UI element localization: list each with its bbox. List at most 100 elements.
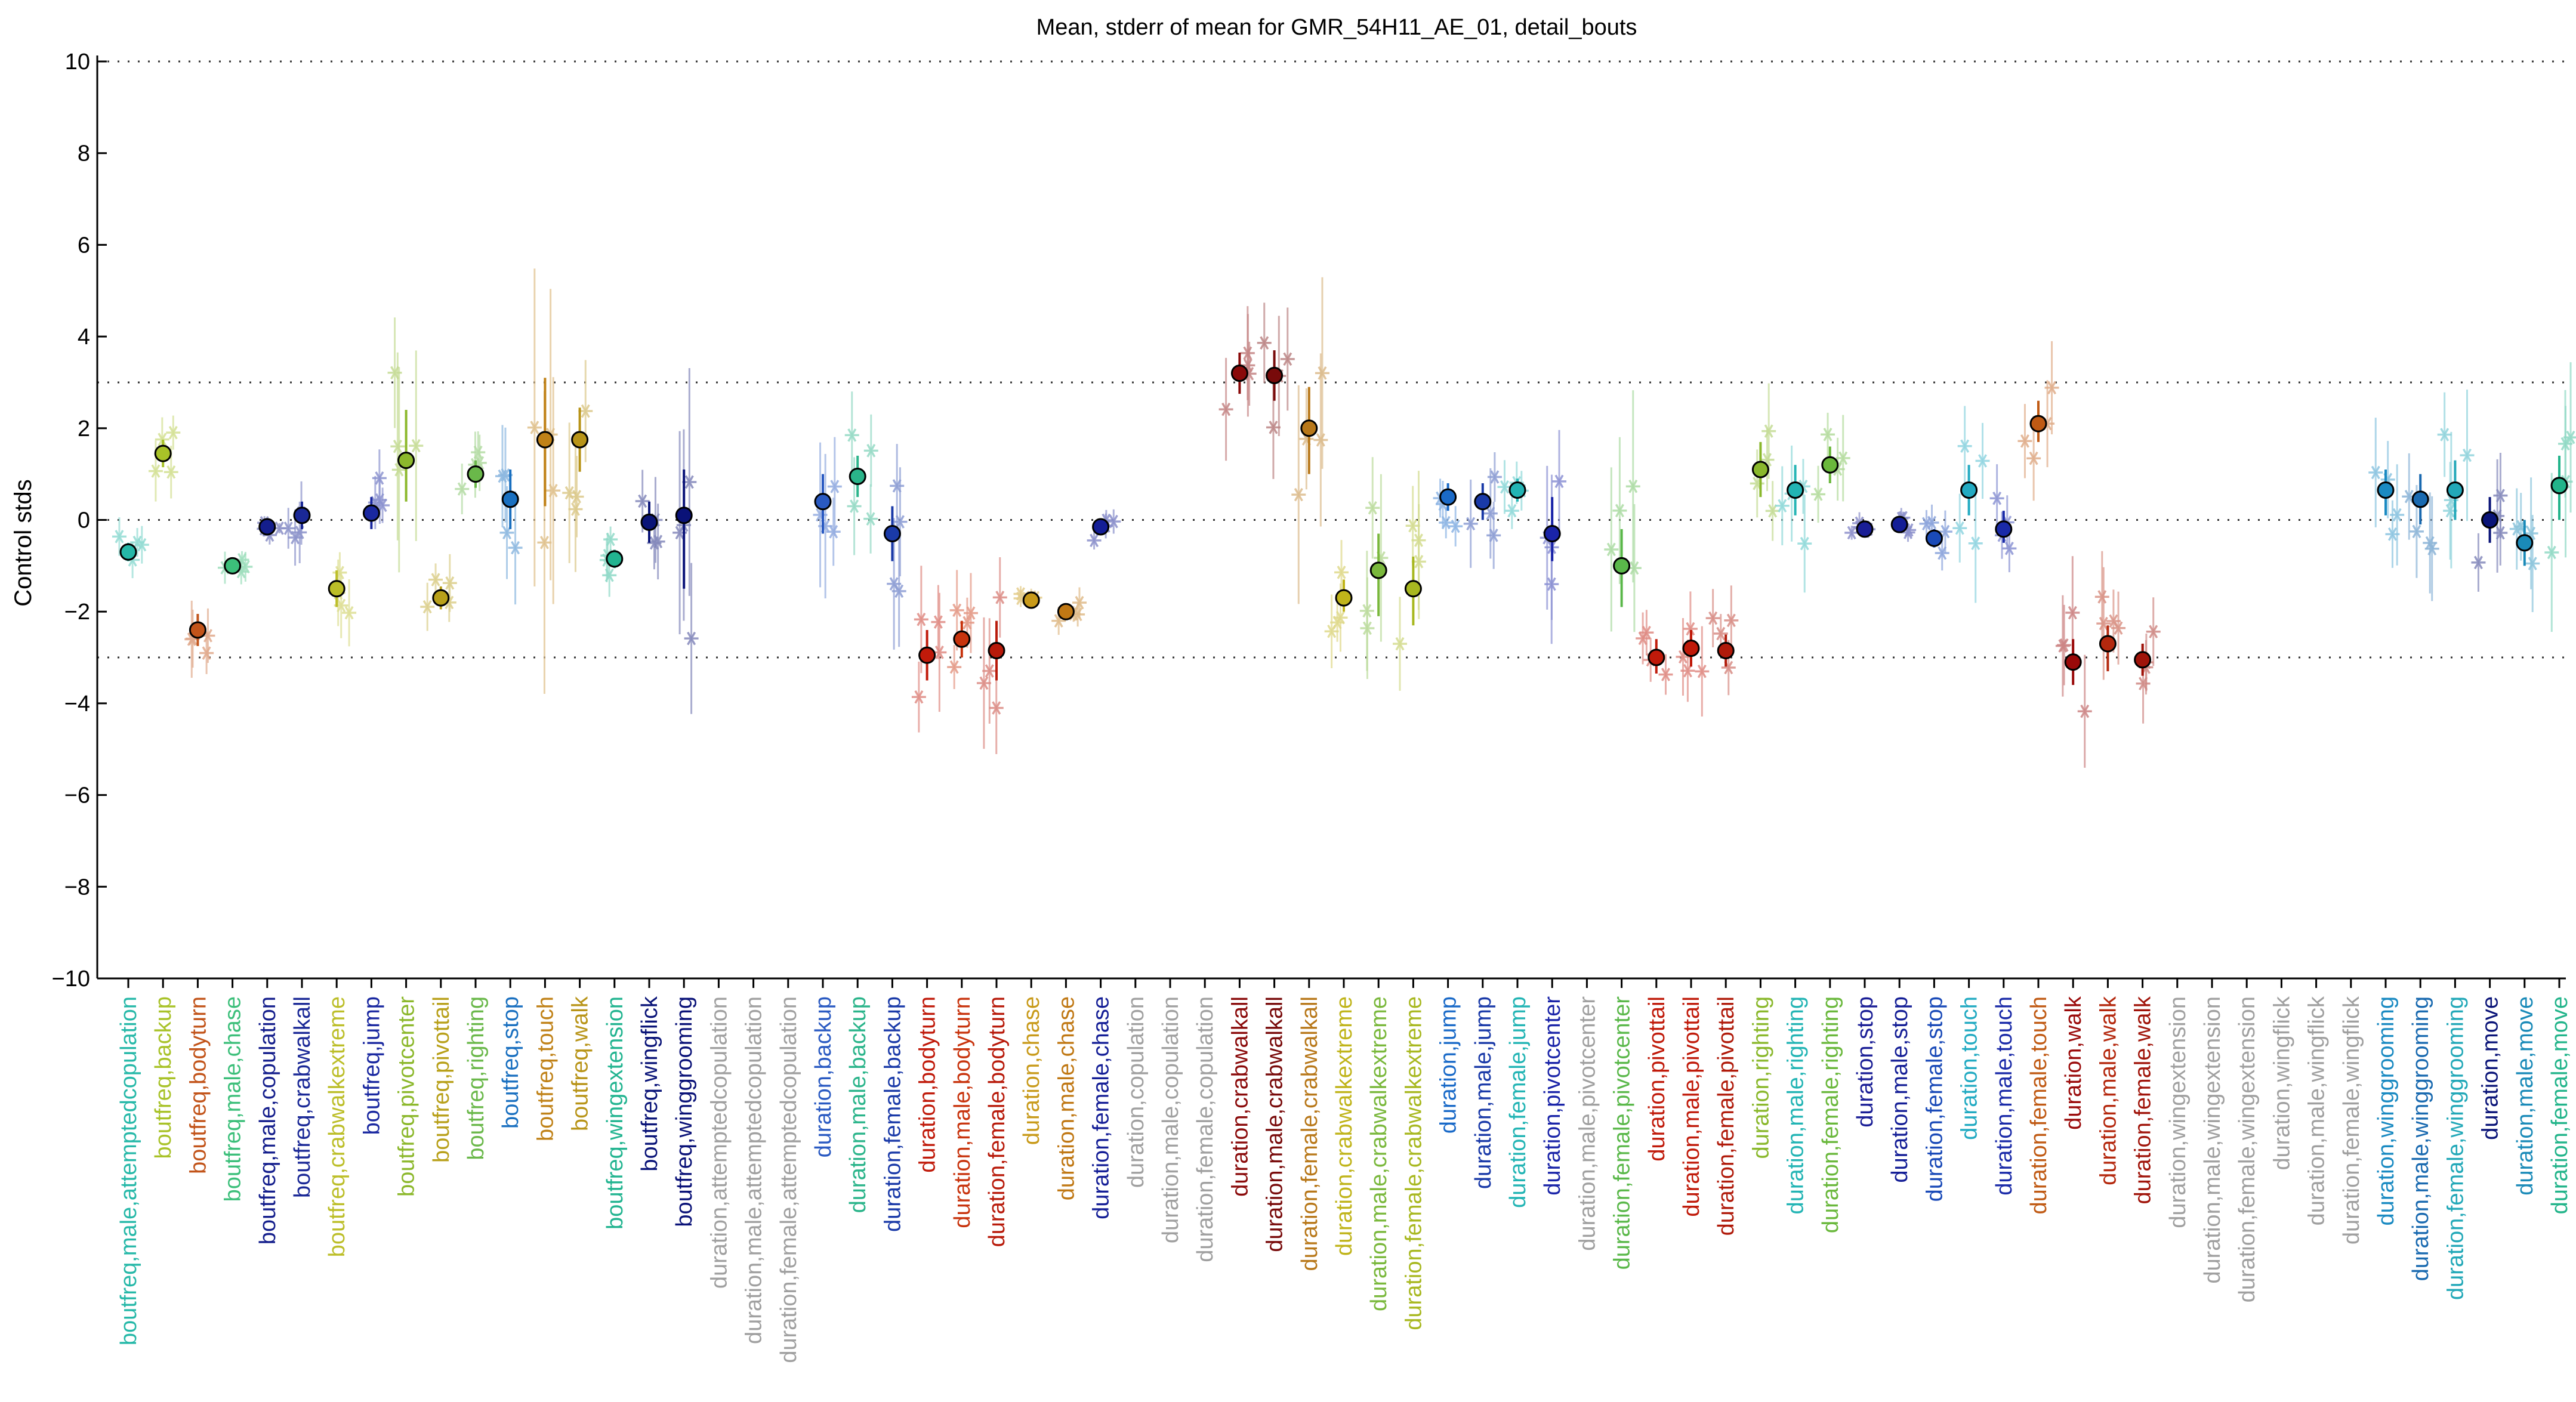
category-label: boutfreq,righting [464, 996, 489, 1160]
y-axis-label: Control stds [10, 479, 36, 606]
mean-point [571, 431, 589, 449]
category-label: duration,male,winggrooming [2408, 996, 2433, 1281]
category-label: boutfreq,wingextension [603, 996, 628, 1230]
y-tick-label: 6 [78, 233, 90, 258]
sample-point [562, 486, 577, 500]
mean-point [988, 642, 1005, 660]
sample-point [1775, 499, 1790, 513]
mean-point [1474, 493, 1492, 511]
sample-point [1439, 515, 1454, 530]
sample-point [635, 494, 650, 508]
sample-point [863, 444, 878, 458]
mean-point [1648, 648, 1665, 666]
sample-point [2409, 524, 2424, 539]
category-label: duration,copulation [1124, 996, 1149, 1188]
reference-lines [97, 60, 2566, 980]
mean-point [536, 431, 554, 449]
mean-point [1613, 557, 1631, 575]
category-label: duration,male,crabwalkextreme [1366, 996, 1392, 1311]
category-label: boutfreq,crabwalkall [290, 996, 315, 1198]
category-label: duration,male,touch [1992, 996, 2017, 1196]
sample-point [893, 515, 908, 529]
sample-point [826, 525, 841, 539]
category-label: boutfreq,backup [151, 996, 176, 1159]
mean-point [2481, 511, 2499, 529]
mean-point [397, 452, 415, 470]
mean-point [1439, 488, 1457, 506]
y-tick-label: −2 [64, 600, 90, 625]
y-tick-label: −4 [64, 691, 90, 717]
sample-point [1497, 480, 1512, 494]
category-label: duration,female,winggrooming [2443, 996, 2468, 1300]
mean-point [2446, 481, 2464, 499]
category-label: duration,female,pivotcenter [1610, 996, 1635, 1270]
mean-point [2029, 415, 2047, 433]
sample-point [931, 615, 946, 629]
category-label: duration,move [2478, 996, 2503, 1140]
sample-point [1087, 533, 1102, 548]
category-label: duration,jump [1436, 996, 1461, 1134]
sample-point [1266, 421, 1281, 434]
mean-point [154, 444, 172, 462]
mean-point [1682, 640, 1700, 657]
sample-point [166, 425, 181, 440]
mean-point [189, 621, 206, 639]
sample-point [1604, 542, 1619, 557]
mean-point [1543, 525, 1561, 543]
category-label: duration,female,wingextension [2235, 996, 2260, 1302]
mean-point [2377, 481, 2395, 499]
category-label: boutfreq,stop [498, 996, 523, 1129]
sample-point [1713, 626, 1728, 641]
y-tick-label: −8 [64, 875, 90, 900]
sample-point [2368, 465, 2383, 480]
category-label: duration,female,backup [880, 996, 905, 1232]
sample-point [2096, 616, 2111, 631]
category-label: duration,female,righting [1818, 996, 1843, 1233]
sample-point [1695, 665, 1710, 678]
category-label: boutfreq,crabwalkextreme [325, 996, 350, 1257]
category-label: duration,male,righting [1784, 996, 1809, 1214]
sample-point [1683, 622, 1698, 636]
sample-point [1636, 631, 1651, 646]
sample-point [1463, 517, 1478, 531]
y-tick-label: 8 [78, 141, 90, 166]
category-label: boutfreq,bodyturn [186, 996, 211, 1174]
category-label: duration,female,touch [2026, 996, 2051, 1214]
category-label: duration,chase [1019, 996, 1044, 1145]
category-label: duration,female,jump [1506, 996, 1531, 1208]
mean-point [1266, 366, 1284, 384]
category-label: duration,wingflick [2269, 996, 2294, 1170]
mean-point [1925, 529, 1943, 547]
category-label: boutfreq,wingflick [637, 996, 662, 1172]
mean-point [1960, 481, 1978, 499]
sample-point [947, 660, 962, 674]
sample-point [1821, 428, 1835, 441]
category-label: duration,male,jump [1471, 996, 1496, 1189]
category-label: duration,winggrooming [2374, 996, 2399, 1225]
sample-point [1411, 533, 1426, 547]
category-label: duration,male,pivotcenter [1575, 996, 1600, 1251]
sample-point [1797, 536, 1812, 551]
sample-point [847, 499, 862, 513]
mean-point [1787, 481, 1804, 499]
sample-point [1330, 616, 1345, 629]
category-label: duration,male,copulation [1158, 996, 1183, 1243]
category-label: boutfreq,pivottail [429, 996, 454, 1163]
sample-point [1968, 536, 1983, 550]
sample-point [409, 438, 424, 453]
sample-point [844, 428, 859, 442]
y-ticks: −10 −8 −6 −4 −2 0 2 4 6 8 10 [52, 50, 107, 992]
sample-point [148, 464, 163, 478]
chart-title: Mean, stderr of mean for GMR_54H11_AE_01… [1036, 15, 1637, 40]
category-label: duration,male,move [2513, 996, 2538, 1196]
sample-point [1240, 346, 1255, 360]
sample-point [1989, 491, 2004, 505]
mean-point [849, 467, 866, 485]
sample-point [827, 480, 842, 493]
sample-point [1291, 487, 1306, 502]
sample-point [1504, 504, 1519, 518]
category-label: duration,stop [1853, 996, 1878, 1128]
sample-point [2077, 704, 2092, 718]
mean-point [1404, 580, 1422, 598]
